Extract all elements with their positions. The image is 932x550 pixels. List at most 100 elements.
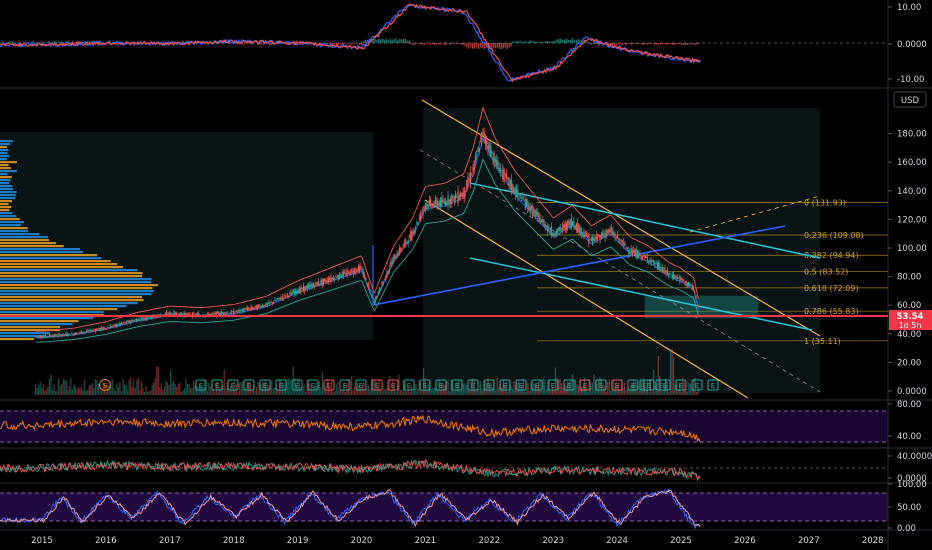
candle-body xyxy=(544,224,546,228)
volume-bar xyxy=(122,379,124,395)
earnings-marker[interactable] xyxy=(211,379,223,391)
candle-body xyxy=(182,313,184,316)
macd-hist-bar xyxy=(516,41,518,43)
marker-label: E xyxy=(487,382,491,390)
candle-body xyxy=(590,237,592,241)
earnings-marker[interactable] xyxy=(547,379,559,391)
volume-bar xyxy=(651,391,653,395)
earnings-marker[interactable] xyxy=(563,379,575,391)
volume-bar xyxy=(473,378,475,395)
candle-body xyxy=(625,246,627,249)
volume-bar xyxy=(312,390,314,395)
candle-body xyxy=(300,286,302,292)
candle-body xyxy=(259,305,261,308)
candle-body xyxy=(180,313,182,316)
time-axis[interactable]: 2015 2016 2017 2018 2019 2020 2021 2022 2023 2024… xyxy=(31,536,883,546)
candle-body xyxy=(216,311,219,314)
candle-body xyxy=(646,256,649,261)
volume-bar xyxy=(165,380,167,395)
earnings-marker[interactable] xyxy=(339,379,351,391)
candle-body xyxy=(38,336,40,338)
macd-hist-bar xyxy=(240,43,242,45)
earnings-marker[interactable] xyxy=(467,379,479,391)
volume-bar xyxy=(329,388,331,395)
volume-bar xyxy=(375,381,377,395)
earnings-marker[interactable] xyxy=(403,379,415,391)
earnings-marker[interactable] xyxy=(419,379,431,391)
earnings-marker[interactable] xyxy=(307,379,319,391)
candle-body xyxy=(410,231,412,241)
macd-hist-bar xyxy=(613,43,616,46)
macd-hist-bar xyxy=(650,43,652,45)
candle-body xyxy=(225,312,227,315)
candle-body xyxy=(425,203,427,210)
macd-hist-bar xyxy=(537,41,539,43)
price-axis[interactable]: USD 180.00 160.00 140.00 120.00 100.00 80.00 6… xyxy=(888,3,932,534)
volume-bar xyxy=(110,385,112,395)
volume-bar xyxy=(219,386,221,395)
earnings-marker[interactable] xyxy=(579,379,591,391)
volume-bar xyxy=(349,387,351,395)
earnings-marker[interactable] xyxy=(451,379,463,391)
candle-body xyxy=(106,328,108,330)
earnings-marker[interactable] xyxy=(639,379,651,391)
split-marker[interactable] xyxy=(99,379,111,391)
candle-body xyxy=(653,260,655,264)
macd-hist-bar xyxy=(669,43,671,44)
macd-hist-bar xyxy=(366,39,368,43)
candle-body xyxy=(144,317,146,320)
volume-bar xyxy=(519,388,521,395)
earnings-marker[interactable] xyxy=(691,379,703,391)
candle-body xyxy=(340,275,342,279)
candle-body xyxy=(675,275,677,280)
earnings-marker[interactable] xyxy=(243,379,255,391)
volume-bar xyxy=(77,387,80,395)
volume-profile-bar xyxy=(0,332,51,335)
volume-bar xyxy=(117,387,120,395)
macd-hist-bar xyxy=(477,43,480,50)
macd-hist-bar xyxy=(266,43,269,44)
marker-label: E xyxy=(231,382,235,390)
candle-body xyxy=(457,190,459,204)
earnings-marker[interactable] xyxy=(627,379,639,391)
earnings-marker[interactable] xyxy=(291,379,303,391)
earnings-marker[interactable] xyxy=(387,379,399,391)
earnings-marker[interactable] xyxy=(531,379,543,391)
candle-body xyxy=(674,275,676,278)
volume-profile-bar xyxy=(0,146,7,149)
earnings-marker[interactable] xyxy=(227,379,239,391)
macd-hist-bar xyxy=(470,43,472,48)
candle-body xyxy=(532,206,534,217)
volume-profile-bar xyxy=(0,218,20,221)
earnings-marker[interactable] xyxy=(499,379,511,391)
earnings-marker[interactable] xyxy=(275,379,287,391)
earnings-marker[interactable] xyxy=(707,379,719,391)
volume-bar xyxy=(398,374,400,395)
earnings-marker[interactable] xyxy=(675,379,687,391)
macd-hist-bar xyxy=(337,43,340,45)
earnings-marker[interactable] xyxy=(195,379,207,391)
earnings-marker[interactable] xyxy=(595,379,607,391)
earnings-marker[interactable] xyxy=(515,379,527,391)
earnings-marker[interactable] xyxy=(371,379,383,391)
volume-bar xyxy=(271,379,273,395)
earnings-marker[interactable] xyxy=(323,379,335,391)
earnings-marker[interactable] xyxy=(655,379,667,391)
earnings-marker[interactable] xyxy=(259,379,271,391)
macd-hist-bar xyxy=(629,43,631,45)
candle-body xyxy=(53,334,55,337)
volume-bar xyxy=(191,387,193,395)
macd-hist-bar xyxy=(548,41,551,43)
earnings-marker[interactable] xyxy=(355,379,367,391)
volume-bar xyxy=(608,378,610,395)
currency-box[interactable] xyxy=(893,91,927,108)
earnings-marker[interactable] xyxy=(611,379,623,391)
volume-profile-bar xyxy=(0,281,152,284)
earnings-marker[interactable] xyxy=(483,379,495,391)
volume-bar xyxy=(188,384,190,395)
volume-bar xyxy=(200,386,202,395)
earnings-marker[interactable] xyxy=(435,379,447,391)
candle-body xyxy=(73,333,75,336)
volume-bar xyxy=(255,387,258,395)
